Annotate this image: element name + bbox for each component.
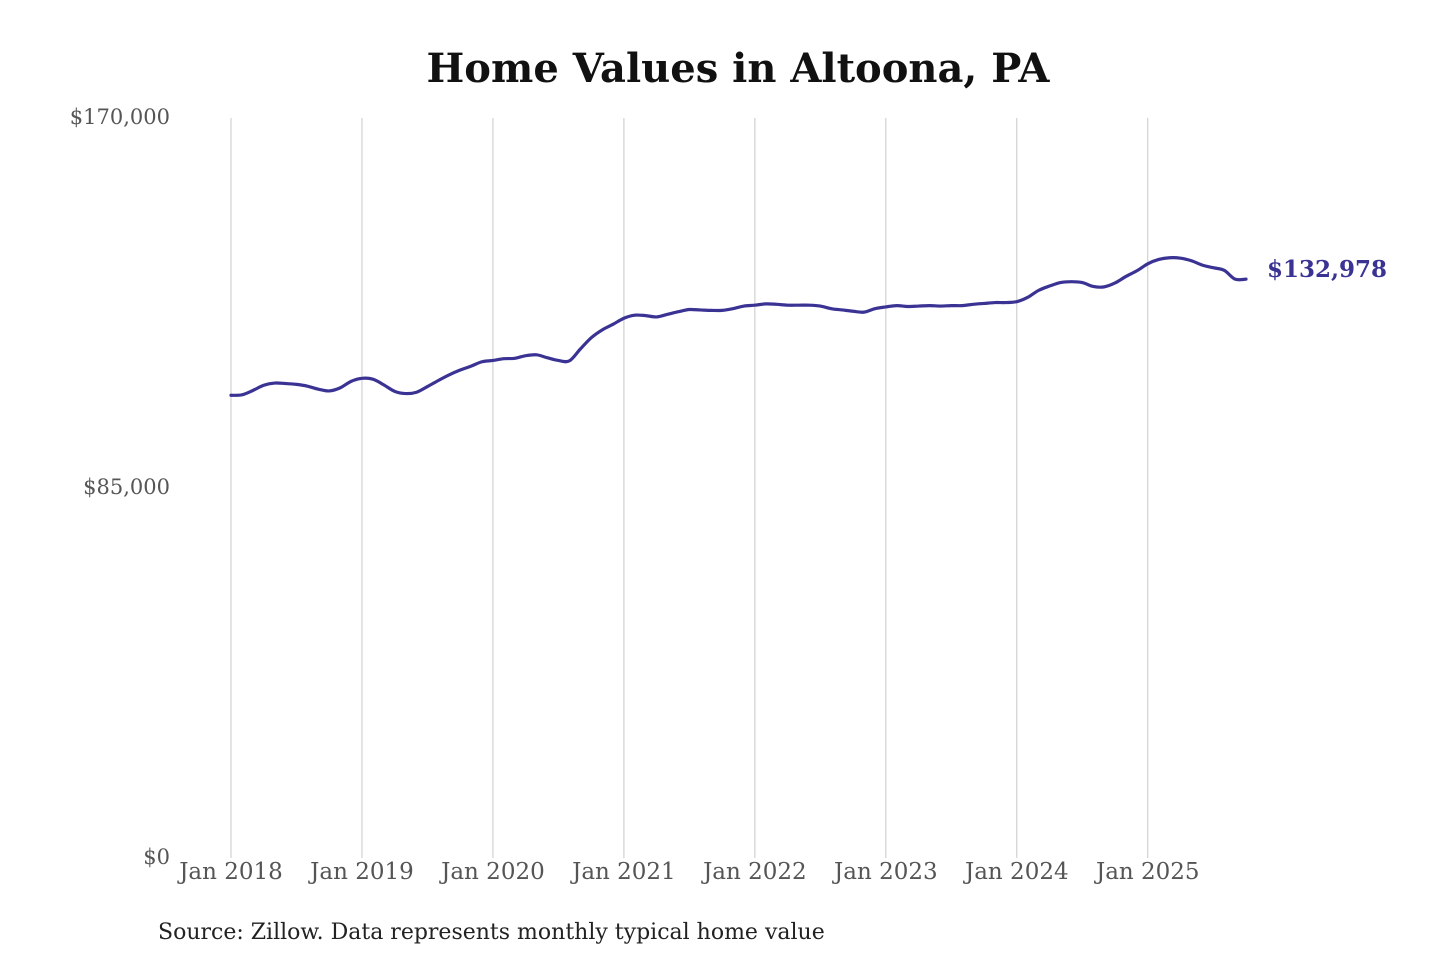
x-tick-label: Jan 2019 bbox=[308, 859, 414, 885]
x-tick-label: Jan 2020 bbox=[439, 859, 545, 885]
x-tick-label: Jan 2022 bbox=[701, 859, 807, 885]
x-tick-label: Jan 2024 bbox=[963, 859, 1069, 885]
series-line bbox=[229, 256, 1248, 397]
y-tick-label: $0 bbox=[143, 845, 170, 869]
x-tick-label: Jan 2025 bbox=[1094, 859, 1200, 885]
chart-title: Home Values in Altoona, PA bbox=[427, 45, 1051, 92]
grid-layer bbox=[230, 118, 1149, 858]
x-tick-label: Jan 2018 bbox=[177, 859, 283, 885]
x-tick-label: Jan 2021 bbox=[570, 859, 676, 885]
series-layer: $132,978 bbox=[229, 256, 1387, 397]
series-end-label: $132,978 bbox=[1267, 256, 1387, 283]
y-tick-label: $170,000 bbox=[70, 105, 170, 129]
y-axis-ticks: $0 $85,000 $170,000 bbox=[70, 105, 170, 869]
x-axis-ticks: Jan 2018 Jan 2019 Jan 2020 Jan 2021 Jan 2022… bbox=[177, 859, 1199, 885]
source-note: Source: Zillow. Data represents monthly … bbox=[158, 920, 825, 945]
x-tick-label: Jan 2023 bbox=[832, 859, 938, 885]
y-tick-label: $85,000 bbox=[83, 475, 170, 499]
